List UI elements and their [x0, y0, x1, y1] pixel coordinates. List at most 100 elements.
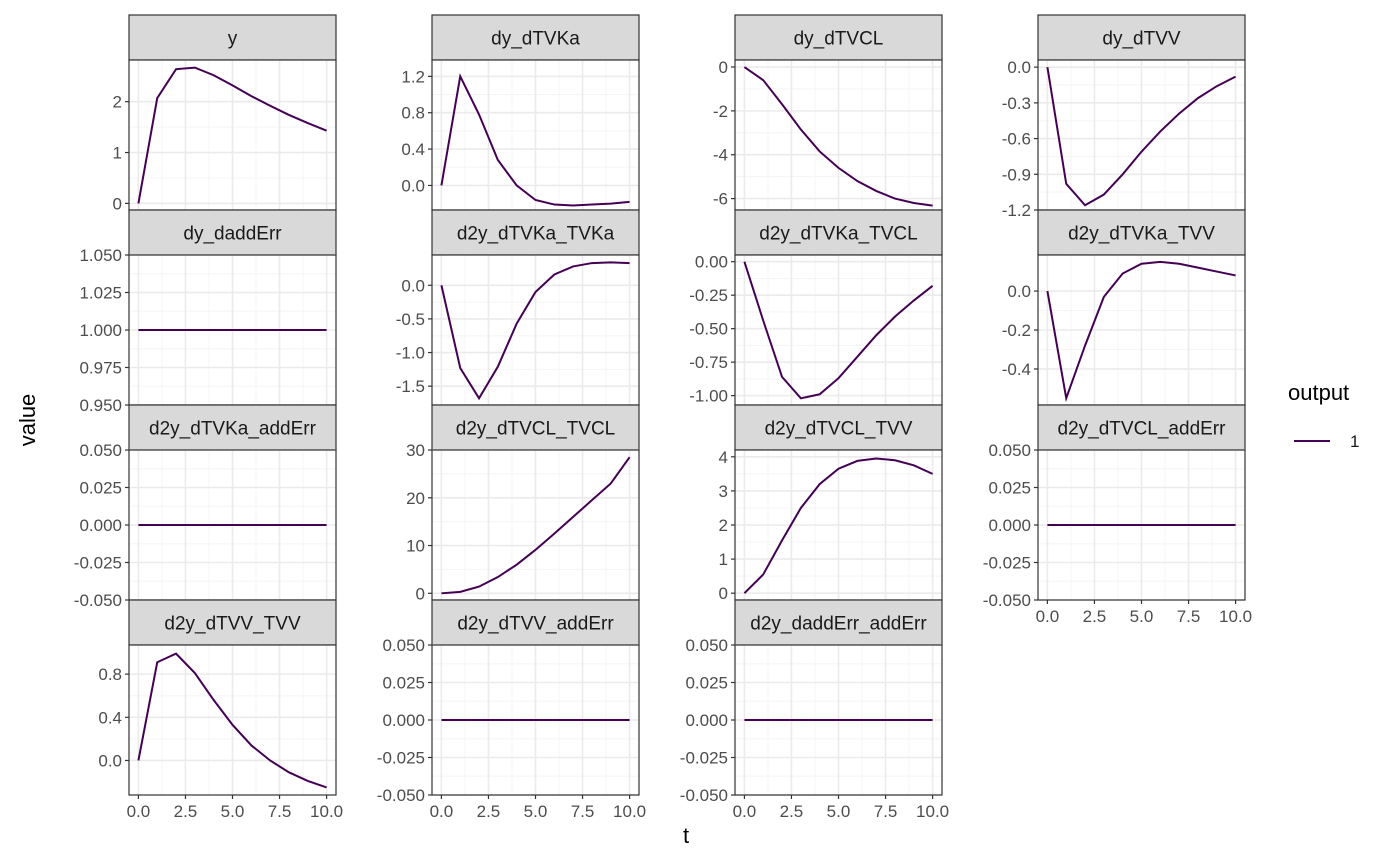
- facet-strip-label: d2y_dTVCL_TVV: [765, 419, 913, 440]
- series-line: [743, 261, 934, 400]
- facet-strip-label: d2y_dTVKa_TVCL: [759, 224, 917, 245]
- y-tick-label: 0.4: [98, 708, 122, 727]
- y-tick-label: 0.025: [685, 674, 728, 693]
- y-tick-label: -0.050: [983, 591, 1031, 610]
- x-tick-label: 0.0: [430, 802, 454, 821]
- y-tick-label: 0: [416, 584, 425, 603]
- facet-panel: dy_daddErr 0.950 0.975 1.000 1.025 1.050: [79, 209, 337, 415]
- facet-strip-label: d2y_daddErr_addErr: [750, 614, 927, 635]
- y-tick-label: -0.5: [396, 310, 425, 329]
- series-line: [1046, 260, 1236, 403]
- facet-strip: [1037, 209, 1246, 256]
- y-tick-label: -4: [713, 146, 728, 165]
- y-tick-label: 2: [113, 93, 122, 112]
- facet-strip-label: d2y_dTVCL_TVCL: [456, 419, 615, 440]
- facet-strip: [128, 209, 337, 256]
- facet-strip-label: d2y_dTVKa_addErr: [149, 419, 317, 440]
- facet-panel: dy_dTVV -1.2 -0.9 -0.6 -0.3 0.0: [1002, 14, 1246, 220]
- facet-panel: d2y_dTVCL_TVV 0 1 2 3 4: [719, 404, 943, 603]
- y-tick-label: 0.8: [401, 104, 425, 123]
- y-axis-title: value: [15, 394, 40, 447]
- y-tick-label: 2: [719, 516, 728, 535]
- y-tick-label: 0.050: [382, 636, 425, 655]
- facet-panel: d2y_dTVV_TVV 0.0 0.4 0.8 0.0 2.5 5.0 7.5 10.0: [98, 599, 343, 821]
- y-tick-label: -6: [713, 190, 728, 209]
- facet-strip: [431, 209, 640, 256]
- y-tick-label: -0.3: [1002, 94, 1031, 113]
- facet-strip: [431, 14, 640, 61]
- y-tick-label: 0: [719, 58, 728, 77]
- y-tick-label: 0: [113, 194, 122, 213]
- x-tick-label: 7.5: [571, 802, 595, 821]
- facet-panel: d2y_dTVV_addErr -0.050 -0.025 0.000 0.025 0.0…: [377, 599, 646, 821]
- facet-panel: d2y_dTVKa_TVKa -1.5 -1.0 -0.5 0.0: [396, 209, 640, 406]
- y-tick-label: 30: [406, 441, 425, 460]
- y-tick-label: -0.4: [1002, 360, 1031, 379]
- facet-strip-label: d2y_dTVV_TVV: [164, 614, 301, 635]
- x-tick-label: 5.0: [524, 802, 548, 821]
- legend-item-label: 1: [1350, 432, 1359, 451]
- facet-strip: [1037, 14, 1246, 61]
- facet-strip-label: y: [228, 29, 238, 50]
- y-tick-label: -0.050: [680, 786, 728, 805]
- x-tick-label: 2.5: [780, 802, 804, 821]
- y-tick-label: 0.0: [401, 176, 425, 195]
- facet-panel: d2y_dTVKa_TVV -0.4 -0.2 0.0: [1002, 209, 1246, 406]
- x-tick-label: 10.0: [916, 802, 949, 821]
- y-tick-label: 0: [719, 584, 728, 603]
- y-tick-label: -1.5: [396, 377, 425, 396]
- facet-strip-label: d2y_dTVCL_addErr: [1058, 419, 1227, 440]
- y-tick-label: 4: [719, 448, 728, 467]
- y-tick-label: 1.2: [401, 67, 425, 86]
- x-tick-label: 7.5: [268, 802, 292, 821]
- series-line: [137, 66, 327, 204]
- facet-strip: [734, 14, 943, 61]
- y-tick-label: 1: [719, 550, 728, 569]
- y-tick-label: 0.0: [1007, 282, 1031, 301]
- y-tick-label: 3: [719, 482, 728, 501]
- x-tick-label: 10.0: [1219, 607, 1252, 626]
- y-tick-label: 0.950: [79, 396, 122, 415]
- y-tick-label: -2: [713, 102, 728, 121]
- series-line: [137, 652, 327, 789]
- y-tick-label: -0.025: [680, 749, 728, 768]
- y-tick-label: 0.000: [685, 711, 728, 730]
- y-tick-label: 0.0: [1007, 58, 1031, 77]
- y-tick-label: 0.0: [401, 276, 425, 295]
- x-tick-label: 7.5: [1177, 607, 1201, 626]
- facet-strip-label: d2y_dTVKa_TVV: [1068, 224, 1215, 245]
- facet-panel: dy_dTVCL -6 -4 -2 0: [713, 14, 943, 211]
- y-tick-label: 20: [406, 489, 425, 508]
- x-tick-label: 10.0: [613, 802, 646, 821]
- y-tick-label: 0.000: [382, 711, 425, 730]
- y-tick-label: -0.025: [983, 554, 1031, 573]
- y-tick-label: 0.000: [988, 516, 1031, 535]
- facet-strip: [128, 599, 337, 646]
- y-tick-label: -0.025: [74, 554, 122, 573]
- y-tick-label: 0.025: [382, 674, 425, 693]
- y-tick-label: -0.50: [689, 320, 728, 339]
- y-tick-label: -0.025: [377, 749, 425, 768]
- x-tick-label: 5.0: [1130, 607, 1154, 626]
- facet-panel: d2y_dTVKa_addErr -0.050 -0.025 0.000 0.025 0.…: [74, 404, 337, 610]
- y-tick-label: 0.00: [695, 253, 728, 272]
- y-tick-label: 1.000: [79, 321, 122, 340]
- y-tick-label: -1.00: [689, 387, 728, 406]
- x-tick-label: 2.5: [477, 802, 501, 821]
- series-line: [440, 261, 630, 401]
- y-tick-label: 0.0: [98, 751, 122, 770]
- facet-strip-label: d2y_dTVKa_TVKa: [457, 224, 615, 245]
- facet-strip: [734, 599, 943, 646]
- facet-strip: [1037, 404, 1246, 451]
- x-tick-label: 5.0: [221, 802, 245, 821]
- y-tick-label: 0.050: [988, 441, 1031, 460]
- y-tick-label: -0.6: [1002, 130, 1031, 149]
- facet-panel: d2y_dTVCL_TVCL 0 10 20 30: [406, 404, 640, 603]
- facet-strip-label: dy_daddErr: [183, 224, 282, 245]
- y-tick-label: -0.2: [1002, 321, 1031, 340]
- y-tick-label: -0.25: [689, 286, 728, 305]
- x-tick-label: 2.5: [1083, 607, 1107, 626]
- facet-strip: [128, 404, 337, 451]
- series-line: [1046, 66, 1237, 207]
